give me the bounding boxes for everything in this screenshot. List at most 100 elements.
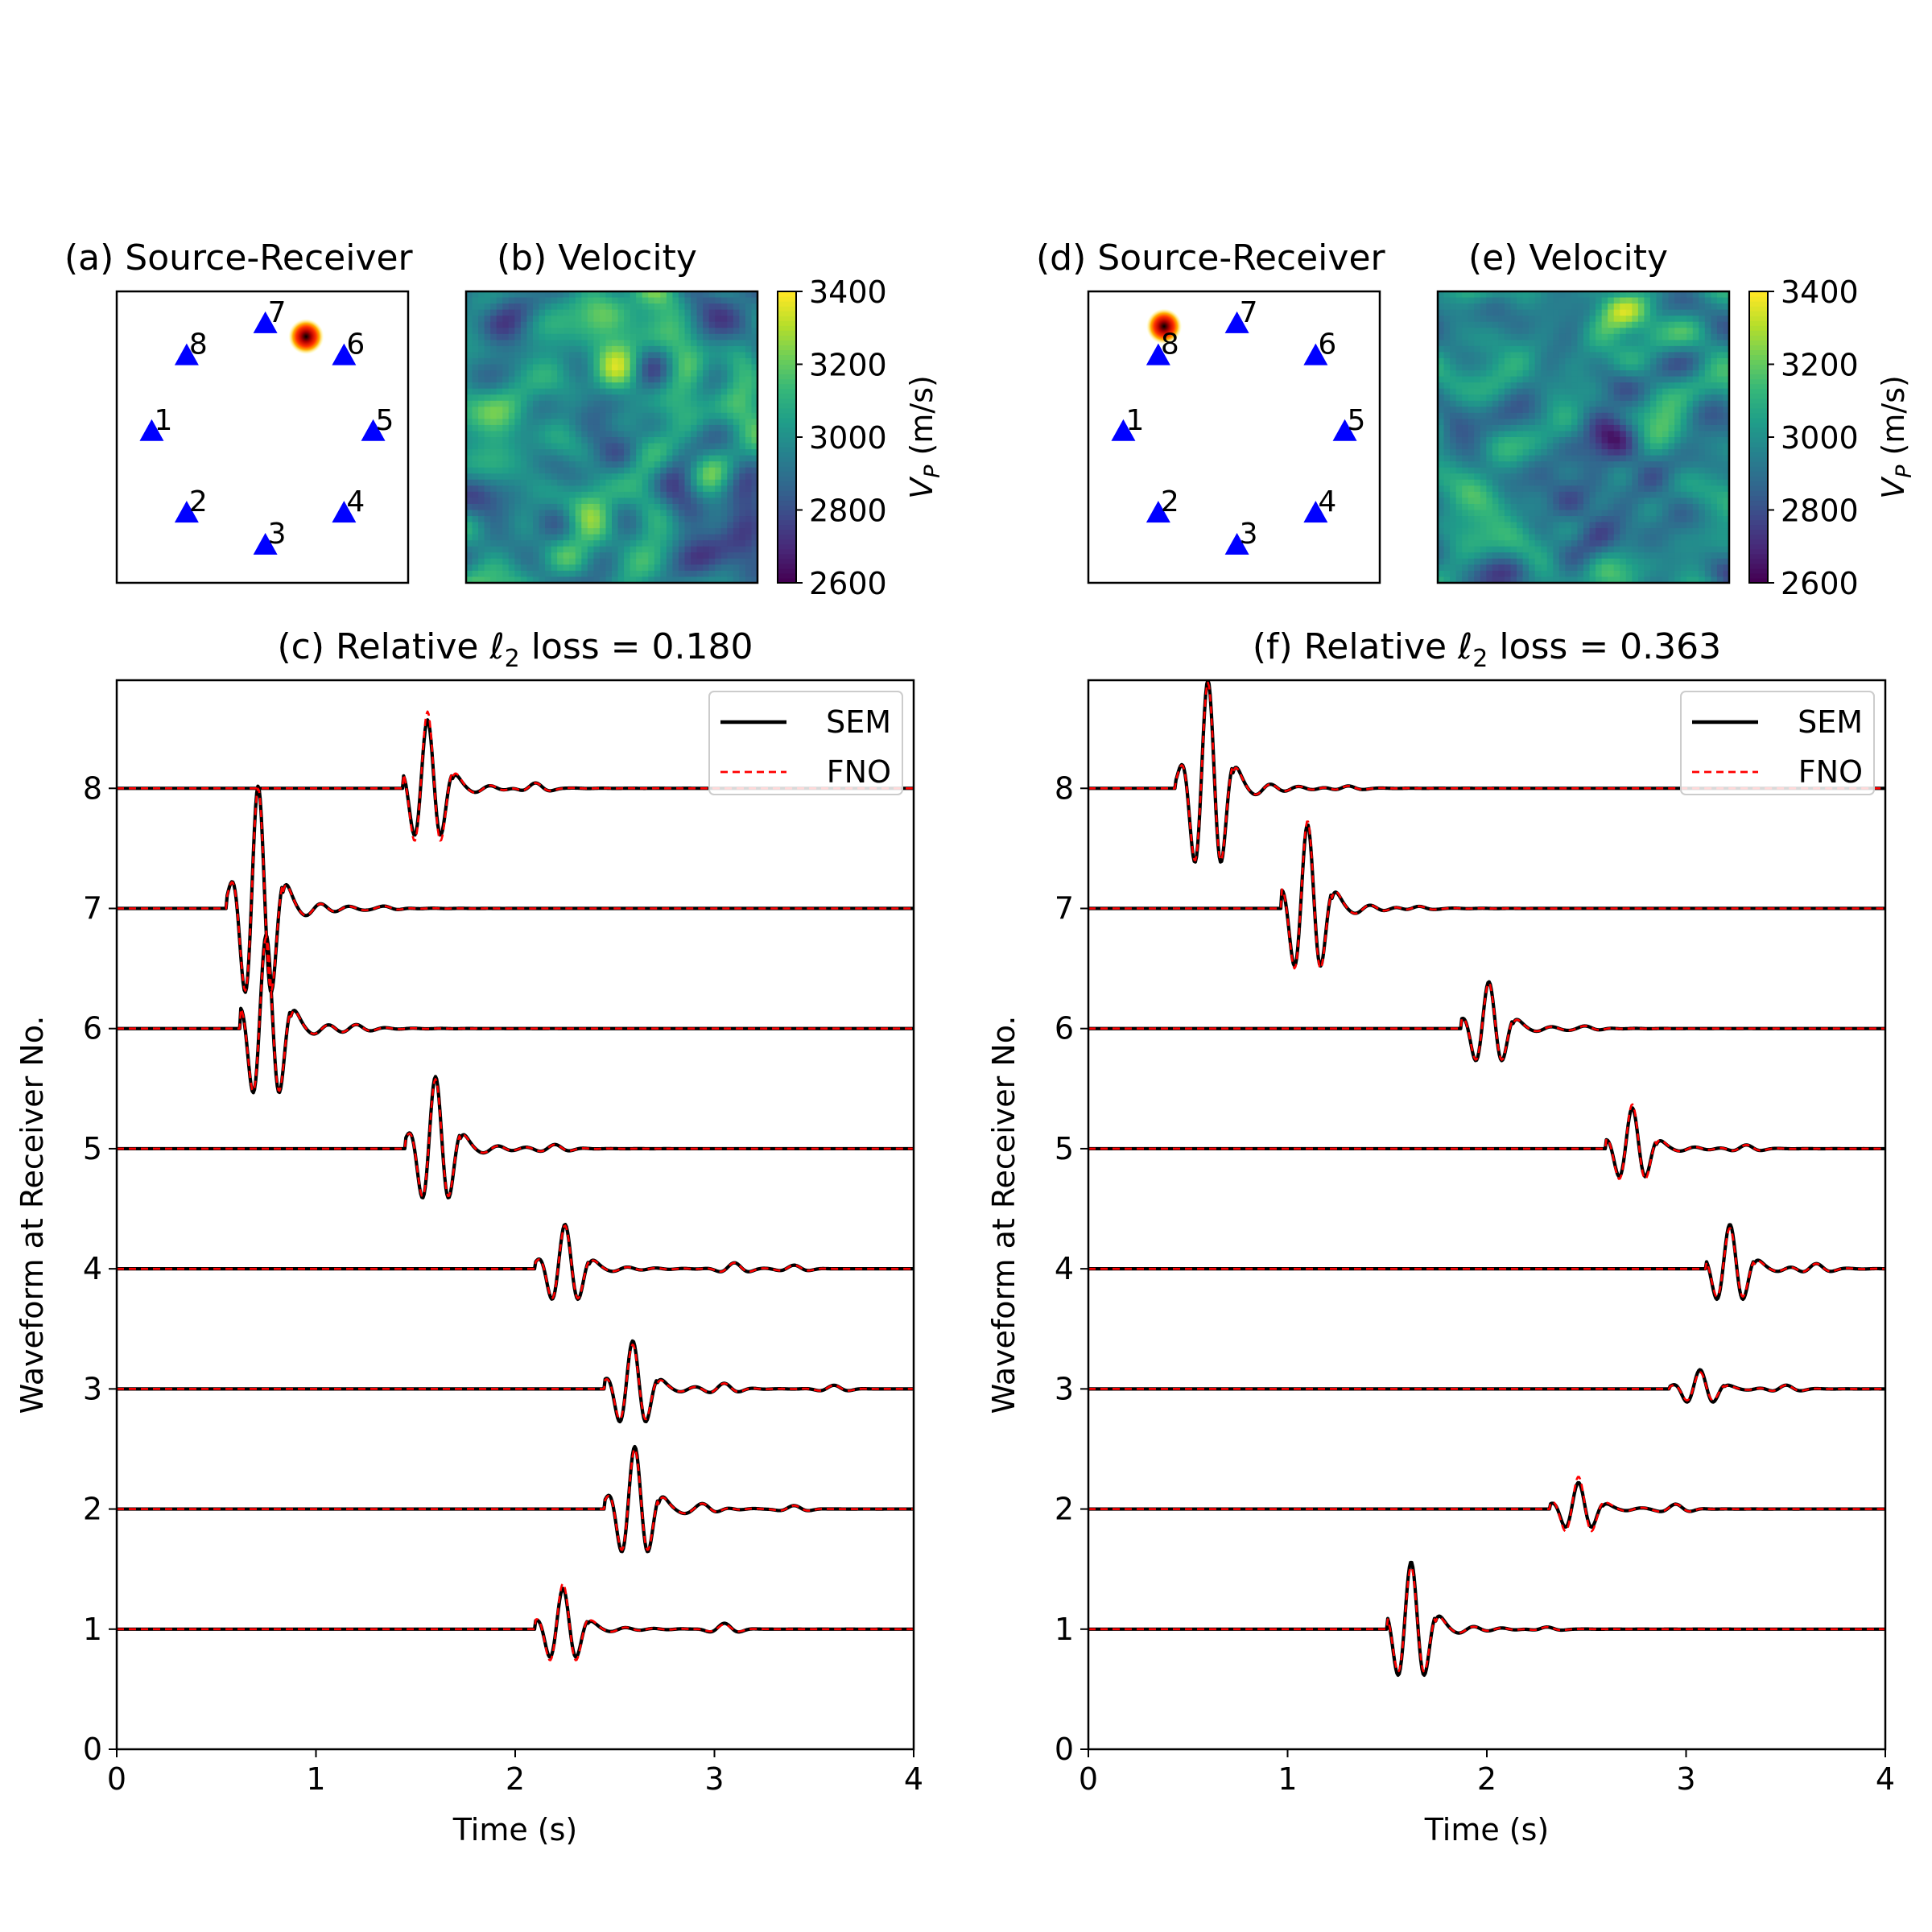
x-tick-label: 4 (904, 1761, 923, 1797)
waveform-plot: 0 1 2 3 4 0 1 2 3 4 5 6 7 8 Time (s) Waveform at Receiv… (986, 679, 1895, 1847)
fno-trace (117, 1447, 914, 1551)
source-receiver-title: (a) Source-Receiver (64, 237, 414, 279)
sem-trace (117, 1339, 914, 1424)
receiver-marker (1224, 532, 1249, 555)
receiver-array: 1 2 3 4 5 6 7 8 (139, 296, 394, 555)
fno-trace (1088, 1566, 1885, 1674)
velocity-title: (b) Velocity (497, 237, 697, 279)
x-tick-label: 1 (1278, 1761, 1297, 1797)
y-tick-label: 4 (83, 1251, 102, 1286)
receiver-marker (1332, 419, 1357, 441)
x-tick-label: 2 (1477, 1761, 1496, 1797)
fno-trace (117, 1224, 914, 1300)
receiver-number: 2 (189, 485, 208, 518)
x-tick-label: 0 (107, 1761, 126, 1797)
receiver-number: 3 (1240, 518, 1258, 551)
receiver-number: 4 (1318, 485, 1336, 518)
velocity-title: (e) Velocity (1468, 237, 1668, 279)
colorbar-tick-label: 2600 (809, 566, 887, 601)
receiver-marker (1146, 343, 1170, 365)
receiver-number: 8 (189, 328, 208, 361)
receiver-number: 7 (268, 296, 287, 329)
x-tick-label: 3 (1676, 1761, 1695, 1797)
legend: SEM FNO (1680, 691, 1875, 795)
velocity-heatmap (1438, 291, 1730, 584)
x-tick-label: 4 (1876, 1761, 1895, 1797)
sem-trace (117, 1444, 914, 1554)
panel-group-left: (a) Source-Receiver 1 2 3 4 5 6 7 8 (b) Velocit… (14, 237, 945, 1847)
x-tick-label: 2 (506, 1761, 525, 1797)
colorbar-tick-label: 3000 (1781, 420, 1859, 456)
fno-trace (117, 1343, 914, 1421)
y-tick-label: 0 (1055, 1732, 1074, 1767)
sem-trace (1088, 1480, 1885, 1530)
colorbar-tick-label: 2800 (1781, 493, 1859, 529)
y-tick-label: 8 (83, 770, 102, 806)
waveform-title: (c) Relative ℓ2 loss = 0.180 (278, 626, 753, 673)
fno-trace (117, 787, 914, 992)
colorbar-label: VP (m/s) (1876, 375, 1917, 499)
source-marker (288, 319, 324, 355)
fno-trace (117, 710, 914, 842)
colorbar-tick-label: 3400 (1781, 275, 1859, 310)
colorbar-tick-label: 3400 (809, 275, 887, 310)
y-tick-label: 4 (1055, 1251, 1074, 1286)
y-tick-label: 2 (83, 1492, 102, 1527)
fno-trace (117, 1078, 914, 1198)
fno-trace (117, 1582, 914, 1662)
receiver-marker (1111, 419, 1136, 441)
sem-trace (1088, 1560, 1885, 1678)
x-tick-label: 3 (704, 1761, 724, 1797)
receiver-number: 1 (1125, 404, 1144, 437)
receiver-marker (253, 311, 278, 333)
y-tick-label: 3 (1055, 1371, 1074, 1406)
y-axis-label: Waveform at Receiver No. (14, 1016, 50, 1414)
source-receiver-title: (d) Source-Receiver (1036, 237, 1386, 279)
receiver-marker (1303, 501, 1328, 523)
sem-trace (117, 1222, 914, 1302)
legend-entry: FNO (827, 754, 891, 790)
velocity-frame (464, 290, 759, 584)
colorbar-tick-label: 2600 (1781, 566, 1859, 601)
receiver-number: 5 (1348, 404, 1366, 437)
fno-trace (117, 936, 914, 1092)
fno-trace (1088, 820, 1885, 970)
fno-trace (1088, 1476, 1885, 1533)
legend-entry: SEM (826, 704, 891, 740)
velocity-frame (1436, 290, 1731, 584)
fno-trace (1088, 1227, 1885, 1298)
y-tick-label: 2 (1055, 1492, 1074, 1527)
receiver-marker (1303, 343, 1328, 365)
receiver-marker (361, 419, 386, 441)
colorbar-tick-label: 3200 (1781, 348, 1859, 383)
receiver-number: 6 (346, 328, 365, 361)
plot-frame (1087, 679, 1887, 1751)
receiver-array: 1 2 3 4 5 6 7 8 (1111, 296, 1365, 555)
source-marker (1146, 308, 1183, 345)
waveform-title: (f) Relative ℓ2 loss = 0.363 (1253, 626, 1721, 673)
sem-trace (1088, 980, 1885, 1063)
velocity-heatmap (466, 291, 758, 584)
receiver-number: 1 (154, 404, 172, 437)
fno-trace (1088, 1103, 1885, 1181)
sem-trace (117, 1586, 914, 1659)
source-receiver-map-frame (1087, 290, 1381, 584)
y-axis-label: Waveform at Receiver No. (986, 1016, 1022, 1414)
x-tick-label: 1 (306, 1761, 325, 1797)
sem-trace (117, 933, 914, 1095)
y-tick-label: 1 (83, 1612, 102, 1647)
y-tick-label: 8 (1055, 770, 1074, 806)
receiver-marker (332, 501, 357, 523)
sem-trace (1088, 1223, 1885, 1302)
receiver-number: 7 (1240, 296, 1258, 329)
sem-trace (1088, 823, 1885, 968)
y-tick-label: 5 (83, 1131, 102, 1166)
x-axis-label: Time (s) (452, 1812, 578, 1847)
x-axis-label: Time (s) (1424, 1812, 1550, 1847)
sem-trace (1088, 1368, 1885, 1404)
receiver-marker (332, 343, 357, 365)
source-receiver-map-frame (115, 290, 410, 584)
colorbar-label: VP (m/s) (904, 375, 945, 499)
legend-entry: FNO (1798, 754, 1863, 790)
